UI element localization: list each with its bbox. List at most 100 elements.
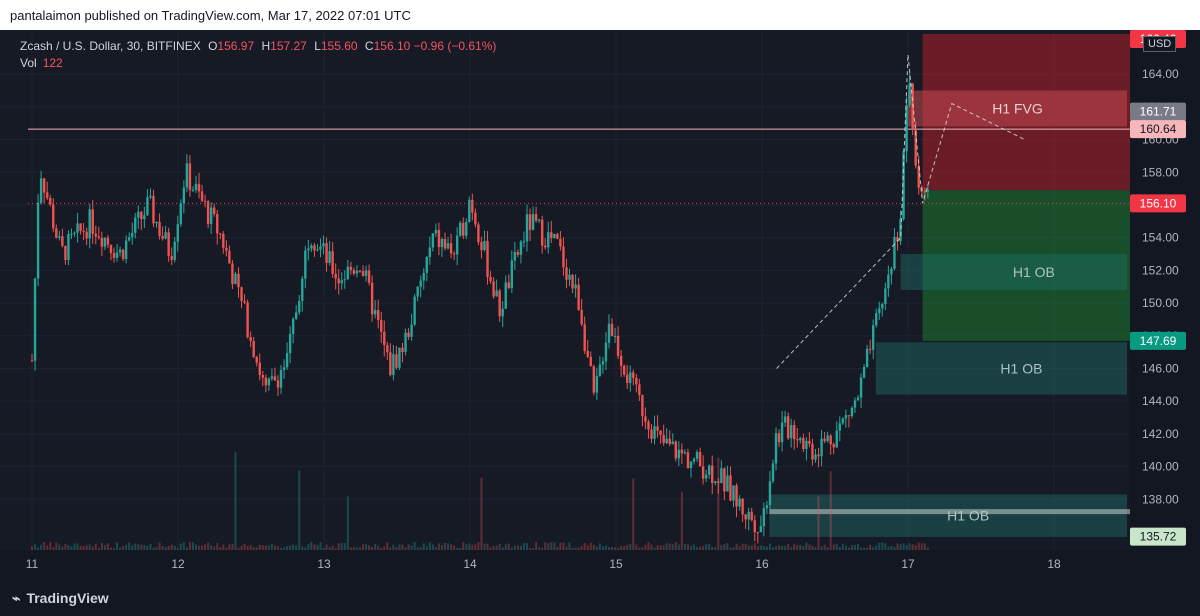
legend-open: 156.97	[217, 39, 255, 53]
volume-bar	[480, 477, 483, 550]
candle-body	[325, 243, 328, 263]
candle-body	[100, 237, 104, 247]
price-axis[interactable]: 138.00140.00142.00144.00146.00148.00150.…	[1130, 30, 1200, 550]
volume-bar	[914, 545, 917, 550]
candle-body	[862, 367, 866, 378]
candle-body	[668, 438, 671, 445]
volume-bar	[43, 542, 46, 550]
candle-body	[592, 366, 596, 393]
volume-bar	[343, 542, 346, 550]
candle-body	[732, 485, 735, 501]
tradingview-brand: TradingView	[26, 590, 109, 606]
candle-body	[838, 423, 841, 431]
tradingview-logo[interactable]: ⌁ TradingView	[12, 590, 109, 607]
volume-bar	[164, 547, 167, 550]
candle-body	[106, 237, 110, 245]
legend-high: 157.27	[270, 39, 307, 53]
time-tick-label: 18	[1047, 557, 1061, 571]
volume-bar	[67, 545, 70, 550]
candle-body	[213, 207, 216, 214]
volume-bar	[368, 545, 371, 550]
candle-body	[328, 251, 331, 263]
volume-bar	[85, 545, 88, 550]
volume-bar	[155, 546, 158, 550]
volume-bar	[316, 545, 319, 550]
volume-bar	[820, 546, 823, 550]
candle-body	[416, 286, 419, 297]
volume-bar	[134, 543, 137, 550]
candle-body	[595, 375, 599, 393]
candle-body	[173, 241, 176, 260]
volume-bar	[650, 544, 653, 550]
candle-body	[137, 211, 140, 218]
candle-body	[544, 245, 547, 248]
candle-body	[698, 452, 702, 467]
candle-body	[431, 233, 435, 248]
volume-bar	[240, 545, 243, 550]
price-tick-label: 152.00	[1142, 263, 1179, 277]
time-tick-label: 12	[171, 557, 185, 571]
volume-bar	[656, 545, 659, 550]
volume-bar	[702, 545, 705, 550]
volume-bar	[440, 544, 443, 550]
volume-bar	[556, 546, 559, 550]
candle-body	[662, 434, 665, 444]
volume-bar	[623, 546, 626, 550]
currency-label[interactable]: USD	[1143, 36, 1177, 52]
legend-low-label: L	[314, 39, 321, 53]
candle-body	[513, 252, 517, 261]
candle-body	[489, 276, 492, 282]
volume-bar	[641, 547, 644, 550]
candle-body	[273, 376, 277, 381]
volume-bar	[723, 544, 726, 550]
candle-body	[744, 514, 747, 520]
legend-symbol[interactable]: Zcash / U.S. Dollar, 30, BITFINEX	[20, 39, 201, 53]
candle-body	[88, 209, 91, 239]
volume-bar	[422, 543, 425, 550]
volume-bar	[568, 542, 571, 550]
volume-bar	[219, 547, 222, 550]
volume-bar	[866, 547, 869, 550]
volume-bar	[923, 543, 926, 550]
volume-bar	[70, 546, 73, 550]
volume-bar	[404, 547, 407, 550]
chart-area[interactable]: H1 FVG H1 OB H1 OB H1 OB	[0, 30, 1130, 550]
candle-body	[39, 178, 43, 203]
candle-body	[440, 238, 444, 248]
volume-bar	[140, 544, 143, 550]
time-axis[interactable]: 11 12 13 14 15 16 17 18	[0, 550, 1130, 580]
volume-bar	[201, 545, 204, 550]
volume-bar	[352, 547, 355, 550]
candle-body	[301, 278, 304, 301]
candle-body	[507, 282, 510, 289]
volume-bar	[896, 543, 899, 550]
volume-bar	[744, 543, 747, 550]
candle-body	[562, 246, 565, 268]
candle-body	[389, 352, 392, 375]
candle-body	[790, 425, 793, 439]
candle-body	[477, 224, 480, 243]
volume-bar	[614, 547, 617, 550]
volume-bar	[428, 542, 431, 550]
candle-body	[768, 481, 772, 506]
candle-body	[313, 245, 316, 251]
candle-body	[683, 452, 687, 454]
volume-bar	[805, 542, 808, 550]
volume-bar	[829, 471, 832, 550]
volume-bar	[55, 542, 58, 550]
volume-bar	[647, 542, 650, 550]
volume-bar	[893, 546, 896, 550]
volume-bar	[97, 547, 100, 550]
volume-bar	[583, 543, 586, 550]
candle-body	[519, 241, 523, 255]
candle-body	[501, 308, 504, 317]
volume-bar	[325, 544, 328, 550]
volume-bar	[94, 544, 97, 550]
volume-bar	[283, 547, 286, 550]
volume-bar	[276, 546, 279, 550]
volume-bar	[811, 545, 814, 550]
volume-bar	[143, 544, 146, 550]
publisher-bar: pantalaimon published on TradingView.com…	[0, 0, 1200, 30]
candle-body	[127, 237, 131, 241]
